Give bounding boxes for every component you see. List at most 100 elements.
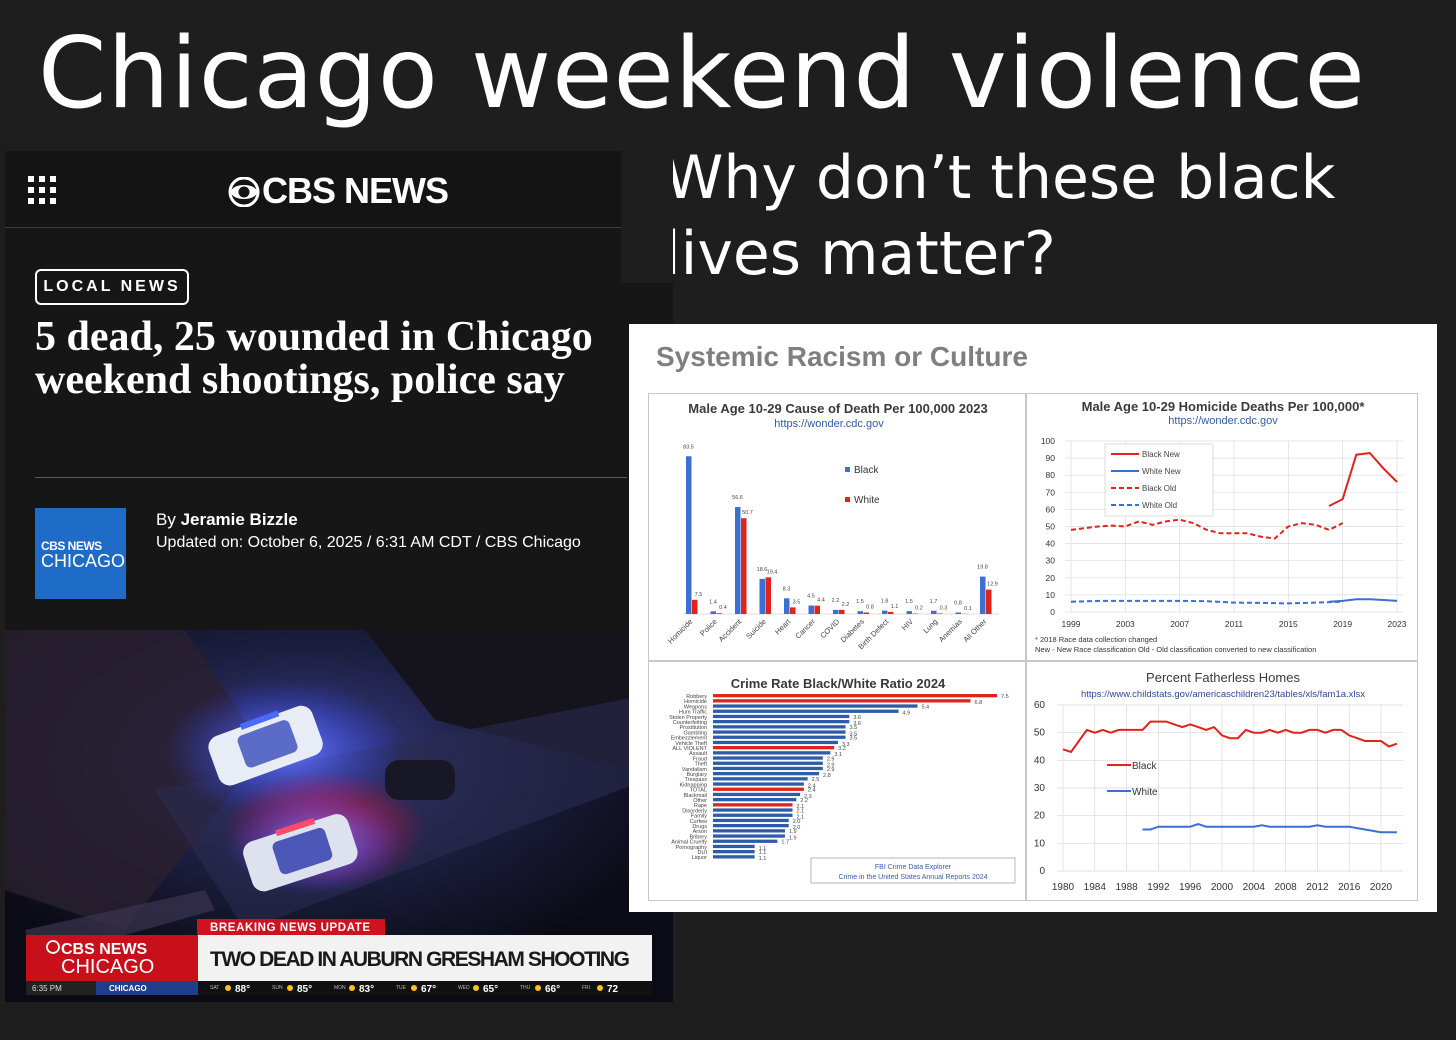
- updated-timestamp: Updated on: October 6, 2025 / 6:31 AM CD…: [156, 534, 581, 551]
- ratio-bar: [713, 699, 971, 703]
- data-label: 4.9: [903, 711, 911, 717]
- series-line: [1062, 720, 1398, 754]
- x-tick-label: 2008: [1274, 882, 1297, 893]
- y-tick-label: 60: [1046, 504, 1056, 514]
- ratio-bar: [713, 766, 823, 771]
- series-line: [1142, 822, 1397, 834]
- category-label: ALL VIOLENT: [672, 746, 707, 752]
- x-tick-label: 2003: [1116, 619, 1135, 629]
- ratio-bar: [713, 746, 835, 750]
- category-label: Police: [698, 617, 719, 638]
- category-label: Heart: [773, 616, 793, 636]
- data-label: 3.2: [838, 746, 846, 752]
- bar-black: [931, 610, 937, 614]
- chart-source-link[interactable]: https://wonder.cdc.gov: [774, 418, 884, 430]
- ratio-bar: [713, 829, 785, 833]
- x-tick-label: 1984: [1084, 882, 1107, 893]
- data-label: 3.6: [853, 715, 861, 721]
- series-line: [1329, 598, 1398, 603]
- menu-grid-icon[interactable]: [28, 176, 56, 204]
- ratio-bar: [713, 782, 804, 786]
- data-label: 2.5: [812, 777, 820, 783]
- x-tick-label: 1988: [1115, 882, 1138, 893]
- category-label: Drugs: [692, 824, 707, 830]
- page-subtitle: Why don’t these black lives matter?: [664, 143, 1336, 289]
- bar-white: [741, 518, 747, 614]
- y-tick-label: 20: [1046, 573, 1056, 583]
- article-headline[interactable]: 5 dead, 25 wounded in Chicago weekend sh…: [35, 314, 593, 403]
- bar-black: [882, 610, 888, 614]
- category-label: Suicide: [744, 617, 768, 641]
- station-logo-line1: CBS NEWS: [61, 941, 148, 958]
- weather-day: FRI: [582, 985, 590, 991]
- weather-temp: 67°: [421, 984, 436, 995]
- ratio-bar: [713, 824, 789, 828]
- ratio-bar: [713, 818, 789, 823]
- y-tick-label: 80: [1046, 470, 1056, 480]
- sun-icon: [225, 985, 231, 991]
- x-tick-label: 2015: [1279, 619, 1298, 629]
- chart-source-link[interactable]: https://www.childstats.gov/americaschild…: [1080, 689, 1366, 700]
- category-label: Homicide: [666, 617, 694, 645]
- weather-day: THU: [520, 985, 531, 991]
- chart-title: Male Age 10-29 Cause of Death Per 100,00…: [688, 401, 988, 416]
- data-label: 2.0: [793, 819, 801, 825]
- category-label: Animal Cruelty: [671, 840, 707, 846]
- data-label: 0.1: [964, 606, 972, 612]
- legend-label: Black: [1132, 761, 1157, 772]
- y-tick-label: 50: [1034, 728, 1046, 739]
- category-label: Gambling: [683, 730, 707, 736]
- data-label: 3.5: [850, 736, 858, 742]
- ratio-bar: [713, 735, 846, 739]
- bar-black: [906, 611, 912, 614]
- data-label: 1.5: [905, 599, 913, 605]
- cbs-eye-icon: [228, 176, 260, 208]
- bar-white: [716, 613, 722, 614]
- chart-source-link[interactable]: https://wonder.cdc.gov: [1168, 415, 1278, 427]
- category-label: Stolen Property: [669, 715, 707, 721]
- category-label: Homicide: [684, 699, 707, 705]
- legend-label: White Old: [1142, 501, 1177, 510]
- divider: [35, 477, 627, 478]
- category-label: Hum Traffic: [679, 710, 707, 716]
- x-tick-label: 1992: [1147, 882, 1170, 893]
- category-label: Anemias: [937, 617, 964, 644]
- weather-day: WED: [458, 985, 470, 991]
- sun-icon: [411, 985, 417, 991]
- category-label: DUI: [698, 850, 708, 856]
- bar-black: [980, 576, 986, 614]
- category-label: Vehicle Theft: [675, 741, 707, 747]
- category-label: Counterfeiting: [673, 720, 707, 726]
- x-tick-label: 1996: [1179, 882, 1202, 893]
- author-name[interactable]: Jeramie Bizzle: [180, 510, 298, 529]
- data-label: 2.1: [797, 815, 805, 821]
- source-text: Crime in the United States Annual Report…: [838, 874, 987, 881]
- data-label: 2.4: [808, 783, 816, 789]
- cbs-news-logo[interactable]: CBS NEWS: [228, 170, 449, 212]
- y-tick-label: 50: [1046, 522, 1056, 532]
- data-label: 3.5: [850, 725, 858, 731]
- ratio-bar: [713, 834, 785, 838]
- data-label: 5.4: [921, 704, 929, 710]
- ratio-bar: [713, 694, 997, 698]
- y-tick-label: 30: [1034, 783, 1046, 794]
- category-label: Curfew: [690, 819, 707, 825]
- data-label: 56.6: [732, 495, 743, 501]
- data-label: 2.2: [800, 798, 808, 804]
- y-tick-label: 0: [1050, 607, 1055, 617]
- x-tick-label: 2016: [1338, 882, 1361, 893]
- data-label: 2.9: [827, 756, 835, 762]
- data-label: 0.3: [940, 605, 948, 611]
- ratio-bar: [713, 808, 793, 812]
- data-label: 1.9: [789, 829, 797, 835]
- bar-white: [765, 577, 771, 614]
- chart-note: New - New Race classification Old - Old …: [1035, 645, 1316, 654]
- category-badge[interactable]: LOCAL NEWS: [35, 269, 189, 305]
- bar-black: [955, 612, 961, 614]
- bar-black: [686, 456, 692, 614]
- broadcast-time: 6:35 PM: [32, 984, 62, 993]
- chart-note: * 2018 Race data collection changed: [1035, 635, 1157, 644]
- legend-label: White: [854, 495, 880, 506]
- data-label: 2.0: [793, 825, 801, 831]
